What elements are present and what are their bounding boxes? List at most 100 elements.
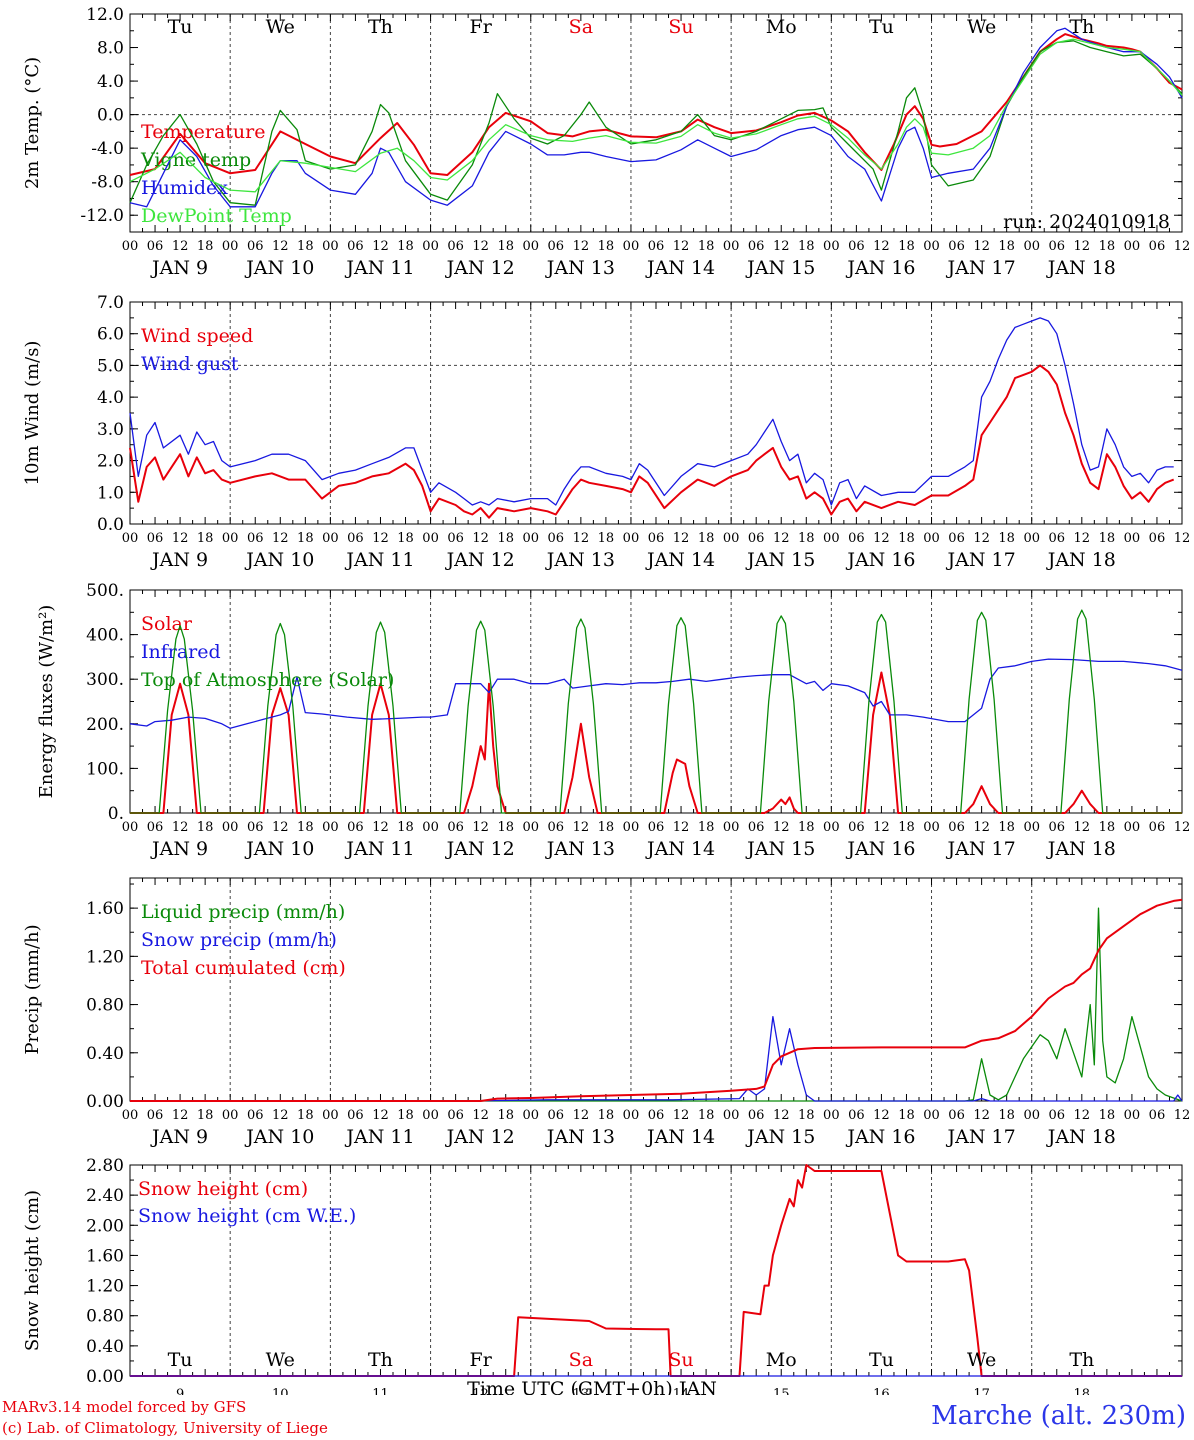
hour-tick-label: 18	[998, 531, 1015, 546]
hour-tick-label: 18	[998, 820, 1015, 835]
y-tick-label: 2.00	[86, 1216, 124, 1236]
hour-tick-label: 06	[247, 239, 264, 254]
weekday-label: Mo	[766, 16, 797, 38]
hour-tick-label: 12	[873, 820, 890, 835]
hour-tick-label: 06	[447, 239, 464, 254]
y-tick-label: -4.0	[91, 139, 124, 159]
hour-tick-label: 06	[147, 1108, 164, 1123]
hour-tick-label: 06	[1048, 820, 1065, 835]
hour-tick-label: 00	[723, 239, 740, 254]
hour-tick-label: 12	[372, 1108, 389, 1123]
hour-tick-label: 12	[472, 531, 489, 546]
hour-tick-label: 06	[247, 820, 264, 835]
hour-tick-label: 18	[998, 1108, 1015, 1123]
legend-entry: Solar	[141, 613, 193, 635]
weekday-label: Th	[1069, 16, 1094, 38]
hour-tick-label: 12	[1174, 1108, 1191, 1123]
series-line-temperature	[129, 33, 1183, 176]
hour-tick-label: 00	[1023, 1108, 1040, 1123]
hour-tick-label: 00	[522, 820, 539, 835]
hour-tick-label: 12	[372, 239, 389, 254]
hour-tick-label: 06	[648, 239, 665, 254]
hour-tick-label: 18	[397, 239, 414, 254]
panel-energy: 0. 100. 200. 300. 400. 500. Energy fluxes (W/m…	[36, 581, 1190, 860]
y-tick-label: 8.0	[97, 39, 124, 59]
legend-entry: Infrared	[141, 641, 221, 663]
model-credit: MARv3.14 model forced by GFS	[2, 1398, 247, 1416]
hour-tick-label: 12	[973, 531, 990, 546]
hour-tick-label: 12	[973, 1108, 990, 1123]
date-label: JAN 18	[1046, 257, 1116, 279]
legend-entry: Snow height (cm)	[138, 1178, 308, 1200]
weekday-label: We	[967, 16, 996, 38]
date-label: JAN 9	[150, 549, 208, 571]
y-tick-label: 1.0	[97, 483, 124, 503]
hour-tick-label: 00	[1124, 531, 1141, 546]
panel-temp: -12.0 -8.0 -4.0 0.0 4.0 8.0 12.0 2m Temp. (°C) T…	[22, 5, 1190, 279]
hour-tick-label: 12	[1074, 239, 1091, 254]
hour-tick-label: 06	[147, 531, 164, 546]
y-tick-label: 100.	[86, 759, 124, 779]
hour-tick-label: 06	[748, 531, 765, 546]
hour-tick-label: 06	[1149, 531, 1166, 546]
hour-tick-label: 00	[122, 531, 139, 546]
date-label: JAN 14	[645, 549, 715, 571]
hour-tick-label: 06	[648, 1108, 665, 1123]
hour-tick-label: 18	[197, 820, 214, 835]
legend-entry: Temperature	[141, 121, 265, 143]
hour-tick-label: 06	[147, 820, 164, 835]
hour-tick-label: 12	[673, 1108, 690, 1123]
y-tick-label: -8.0	[91, 173, 124, 193]
date-label: JAN 16	[845, 549, 915, 571]
legend-entry: Liquid precip (mm/h)	[141, 901, 345, 923]
series-line-infrared	[129, 658, 1183, 729]
date-label: JAN 18	[1046, 549, 1116, 571]
y-tick-label: 0.40	[86, 1044, 124, 1064]
date-label: JAN 11	[344, 549, 414, 571]
series-line-snow-precip-mm-h	[130, 1015, 1183, 1102]
hour-tick-label: 18	[297, 820, 314, 835]
hour-tick-label: 06	[347, 820, 364, 835]
day-number-label: 18	[1074, 1387, 1091, 1395]
hour-tick-label: 18	[598, 531, 615, 546]
hour-tick-label: 06	[147, 239, 164, 254]
hour-tick-label: 12	[773, 820, 790, 835]
legend-entry: Snow precip (mm/h)	[141, 929, 337, 951]
hour-tick-label: 18	[497, 239, 514, 254]
weekday-label: Su	[668, 16, 693, 38]
series-line-wind-speed	[129, 364, 1175, 519]
hour-tick-label: 12	[272, 1108, 289, 1123]
date-label: JAN 18	[1046, 838, 1116, 860]
date-label: JAN 16	[845, 257, 915, 279]
hour-tick-label: 12	[1074, 531, 1091, 546]
y-tick-label: 4.0	[97, 388, 124, 408]
hour-tick-label: 00	[222, 531, 239, 546]
date-label: JAN 15	[745, 1126, 815, 1148]
day-number-label: 17	[973, 1387, 990, 1395]
y-tick-label: 1.60	[86, 1246, 124, 1266]
y-tick-label: 200.	[86, 715, 124, 735]
legend-entry: Wind gust	[141, 353, 239, 375]
hour-tick-label: 12	[172, 239, 189, 254]
hour-tick-label: 06	[1048, 531, 1065, 546]
series-line-humidex	[129, 27, 1183, 208]
date-label: JAN 12	[445, 257, 515, 279]
hour-tick-label: 12	[372, 531, 389, 546]
y-tick-label: 4.0	[97, 72, 124, 92]
hour-tick-label: 18	[798, 239, 815, 254]
y-tick-label: 7.0	[97, 293, 124, 313]
hour-tick-label: 12	[773, 531, 790, 546]
hour-tick-label: 18	[1099, 820, 1116, 835]
series-line-dewpoint-temp	[129, 38, 1183, 193]
date-label: JAN 10	[244, 838, 314, 860]
hour-tick-label: 06	[347, 239, 364, 254]
hour-tick-label: 18	[197, 1108, 214, 1123]
date-label: JAN 16	[845, 838, 915, 860]
hour-tick-label: 00	[623, 1108, 640, 1123]
hour-tick-label: 18	[1099, 531, 1116, 546]
y-tick-label: 0.	[108, 804, 124, 824]
hour-tick-label: 12	[573, 239, 590, 254]
hour-tick-label: 06	[748, 820, 765, 835]
weekday-label-bottom: Tu	[168, 1349, 193, 1371]
